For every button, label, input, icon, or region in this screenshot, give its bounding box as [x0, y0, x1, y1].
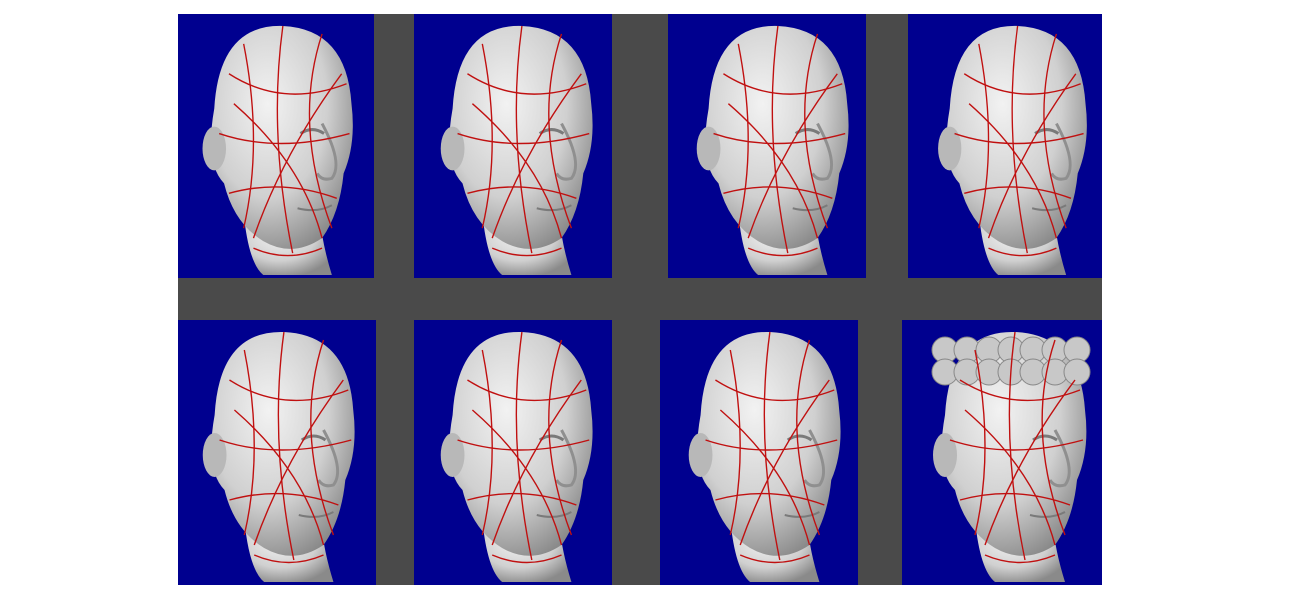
head-panel-2 — [414, 14, 612, 278]
head-shape — [440, 331, 593, 582]
segmentation-curves — [219, 331, 352, 564]
head-panel-8 — [902, 320, 1102, 585]
head-shape — [938, 25, 1087, 276]
segmentation-curves — [705, 331, 838, 564]
head-shape — [440, 25, 593, 276]
segmentation-curves — [713, 25, 846, 257]
head-panel-1 — [178, 14, 374, 278]
segmentation-curves — [218, 25, 350, 257]
head-render — [696, 25, 849, 276]
figure-grid — [178, 14, 1102, 585]
head-shape — [931, 331, 1091, 582]
head-render — [440, 331, 593, 582]
segmentation-curves — [954, 25, 1084, 257]
segmentation-curves — [457, 25, 590, 257]
head-panel-5 — [178, 320, 376, 585]
head-panel-6 — [414, 320, 612, 585]
head-render — [938, 25, 1087, 276]
head-shape — [202, 331, 355, 582]
head-shape — [202, 25, 353, 276]
head-render — [202, 25, 353, 276]
head-panel-3 — [668, 14, 866, 278]
head-panel-4 — [908, 14, 1102, 278]
head-render — [202, 331, 355, 582]
head-render — [440, 25, 593, 276]
segmentation-curves — [457, 331, 590, 564]
head-render — [688, 331, 841, 582]
head-panel-7 — [660, 320, 858, 585]
head-render — [931, 331, 1091, 582]
head-shape — [688, 331, 841, 582]
head-shape — [696, 25, 849, 276]
segmentation-curves — [949, 331, 1084, 564]
